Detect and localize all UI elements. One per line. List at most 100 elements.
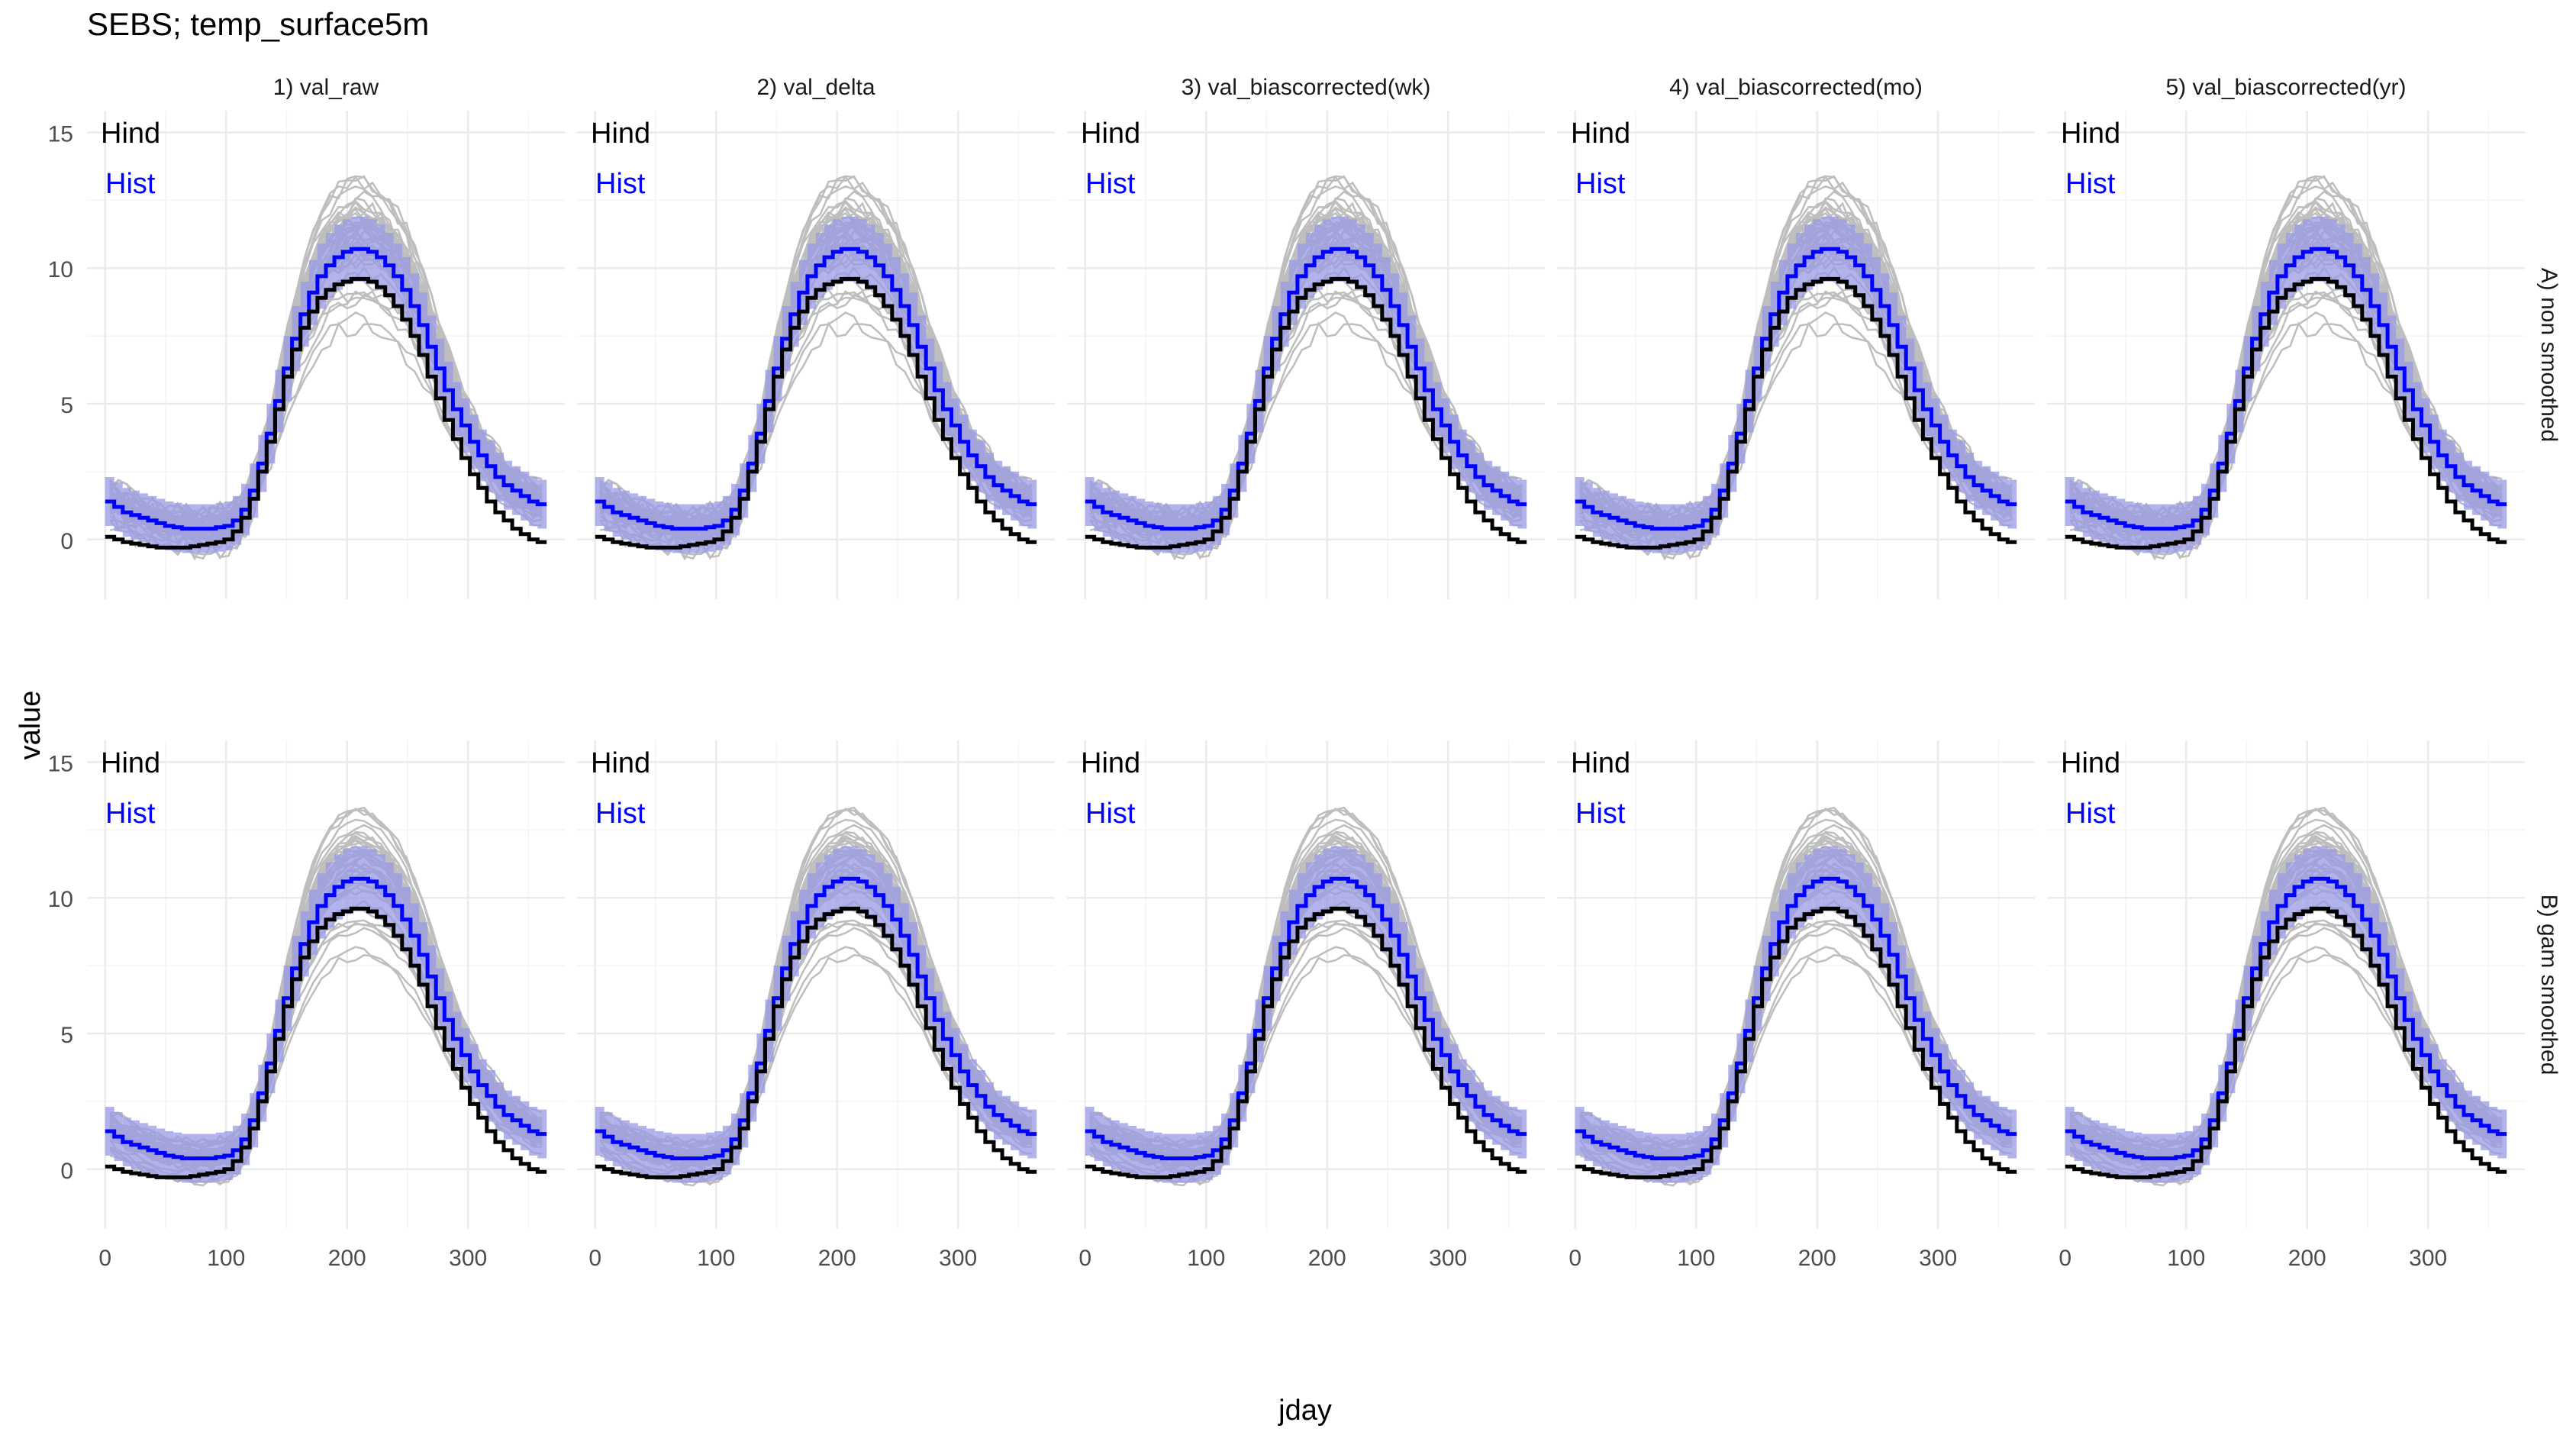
chart-title: SEBS; temp_surface5m (87, 6, 430, 42)
hind-line (2065, 906, 2507, 1179)
ensemble-line (1579, 272, 2013, 530)
hind-line (1575, 906, 2017, 1179)
hist-line (1085, 876, 1527, 1161)
hist-line (1085, 247, 1527, 531)
annotation-hind: Hind (2061, 747, 2120, 779)
annotation-hind: Hind (2061, 118, 2120, 150)
ensemble-line (109, 919, 543, 1159)
hind-line (1085, 276, 1527, 550)
hind-line (595, 276, 1037, 550)
annotation-hist: Hist (2065, 798, 2116, 830)
hist-line (2065, 876, 2507, 1161)
hist-line (1575, 247, 2017, 531)
facet-label-col-5: 5) val_biascorrected(yr) (2165, 75, 2406, 100)
facet-label-col-2: 2) val_delta (756, 75, 875, 100)
x-tick-label: 200 (328, 1246, 366, 1271)
ensemble-line (109, 921, 542, 1163)
x-tick-label: 200 (1798, 1246, 1836, 1271)
annotation-hind: Hind (1081, 118, 1140, 150)
ensemble-line (1089, 899, 1523, 1162)
ensemble-line (599, 290, 1033, 538)
x-tick-label: 300 (1429, 1246, 1467, 1271)
hind-line (1085, 906, 1527, 1179)
x-tick-label: 0 (1078, 1246, 1091, 1271)
ensemble-line (2069, 899, 2503, 1162)
x-tick-label: 0 (2059, 1246, 2071, 1271)
ensemble-line (599, 927, 1032, 1160)
ensemble-line (1579, 919, 2013, 1159)
x-tick-label: 300 (939, 1246, 977, 1271)
hind-line (105, 276, 547, 550)
ensemble-line (109, 899, 543, 1162)
hind-line (2065, 276, 2507, 550)
ensemble-line (2069, 291, 2503, 534)
ensemble-line (1089, 921, 1522, 1163)
hist-line (105, 876, 547, 1161)
ensemble-line (1579, 291, 2013, 534)
ensemble-line (2069, 919, 2503, 1159)
annotation-hind: Hind (591, 747, 650, 779)
x-tick-label: 100 (697, 1246, 735, 1271)
ensemble-line (1579, 927, 2012, 1160)
x-tick-label: 100 (207, 1246, 245, 1271)
ensemble-line (1089, 919, 1523, 1159)
ensemble-line (599, 899, 1033, 1162)
panel-b-1: Hind Hist 0 5 10 15 0 100 200 300 (48, 740, 565, 1271)
panel-a-5: Hind Hist (2047, 111, 2525, 599)
facet-label-col-1: 1) val_raw (273, 75, 379, 100)
hind-line (1575, 276, 2017, 550)
x-axis-title: jday (1278, 1395, 1332, 1427)
ensemble-line (2069, 290, 2503, 538)
ensemble-line (1579, 290, 2013, 538)
annotation-hist: Hist (2065, 168, 2116, 200)
annotation-hind: Hind (101, 747, 160, 779)
panel-b-4: Hind Hist 0 100 200 300 (1557, 740, 2035, 1271)
ensemble-line (1089, 272, 1523, 530)
ensemble-line (599, 272, 1033, 530)
x-tick-label: 100 (1677, 1246, 1715, 1271)
ensemble-line (2069, 927, 2502, 1160)
hist-line (595, 247, 1037, 531)
y-tick-label: 10 (48, 887, 73, 912)
x-tick-label: 200 (818, 1246, 856, 1271)
hist-line (595, 876, 1037, 1161)
x-tick-label: 300 (1919, 1246, 1957, 1271)
y-tick-label: 15 (48, 121, 73, 147)
y-tick-label: 10 (48, 257, 73, 282)
annotation-hist: Hist (1085, 798, 1136, 830)
annotation-hind: Hind (1571, 747, 1630, 779)
facet-label-row-b: B) gam smoothed (2536, 895, 2561, 1075)
ensemble-line (1089, 291, 1523, 534)
annotation-hind: Hind (1081, 747, 1140, 779)
annotation-hist: Hist (105, 798, 156, 830)
ensemble-line (599, 919, 1033, 1159)
ensemble-line (1579, 899, 2013, 1162)
panel-a-4: Hind Hist (1557, 111, 2035, 599)
ensemble-line (1089, 927, 1522, 1160)
annotation-hind: Hind (101, 118, 160, 150)
annotation-hist: Hist (595, 168, 646, 200)
ensemble-line (109, 291, 543, 534)
annotation-hind: Hind (591, 118, 650, 150)
panel-a-1: Hind Hist 0 5 10 15 (48, 111, 565, 599)
x-tick-label: 0 (588, 1246, 601, 1271)
annotation-hind: Hind (1571, 118, 1630, 150)
annotation-hist: Hist (105, 168, 156, 200)
panel-b-3: Hind Hist 0 100 200 300 (1067, 740, 1545, 1271)
annotation-hist: Hist (1085, 168, 1136, 200)
x-tick-label: 0 (1568, 1246, 1581, 1271)
x-tick-label: 100 (1187, 1246, 1225, 1271)
hist-line (105, 247, 547, 531)
panel-a-2: Hind Hist (577, 111, 1055, 599)
ensemble-line (109, 927, 542, 1160)
x-tick-label: 100 (2167, 1246, 2205, 1271)
x-tick-label: 0 (98, 1246, 111, 1271)
y-tick-label: 5 (60, 1023, 73, 1048)
annotation-hist: Hist (1575, 168, 1626, 200)
x-tick-label: 200 (1308, 1246, 1346, 1271)
ensemble-line (109, 290, 543, 538)
y-tick-label: 0 (60, 529, 73, 554)
ensemble-line (1089, 290, 1523, 538)
